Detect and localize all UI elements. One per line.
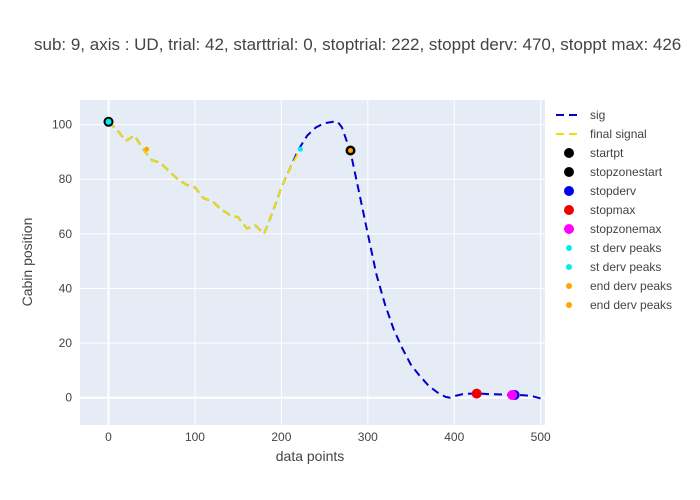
y-tick-label: 0 — [65, 391, 72, 405]
legend-swatch-marker — [564, 205, 574, 215]
y-tick-label: 100 — [52, 118, 72, 132]
legend-item[interactable]: end derv peaks — [566, 279, 672, 293]
series-line-final-signal — [107, 121, 302, 236]
legend-item[interactable]: stopzonemax — [564, 222, 661, 236]
legend-label: end derv peaks — [590, 298, 672, 312]
legend-item[interactable]: stopmax — [564, 203, 635, 217]
legend-item[interactable]: end derv peaks — [566, 298, 672, 312]
marker-stopmax — [471, 388, 482, 399]
y-tick-label: 20 — [59, 336, 73, 350]
axis-ticks: 0 100 200 300 400 500 0 20 40 60 80 100 — [52, 118, 551, 444]
grid — [80, 100, 545, 425]
legend-item[interactable]: st derv peaks — [566, 241, 661, 255]
legend-label: st derv peaks — [590, 241, 661, 255]
legend-swatch-marker — [564, 224, 574, 234]
legend-label: stopderv — [590, 184, 636, 198]
marker-stopzonemax — [507, 390, 518, 400]
y-tick-label: 80 — [59, 172, 73, 186]
y-tick-label: 40 — [59, 281, 73, 295]
x-tick-label: 500 — [531, 430, 551, 444]
legend-label: stopmax — [590, 203, 635, 217]
plot-area — [80, 100, 545, 425]
marker-st-derv-peaks — [105, 118, 112, 125]
legend-item[interactable]: sig — [556, 108, 605, 122]
legend-item[interactable]: stopzonestart — [564, 165, 663, 179]
legend-swatch-marker — [564, 186, 574, 196]
legend-label: end derv peaks — [590, 279, 672, 293]
legend-label: st derv peaks — [590, 260, 661, 274]
legend-swatch-marker — [564, 167, 574, 177]
x-tick-label: 300 — [358, 430, 378, 444]
y-tick-label: 60 — [59, 227, 73, 241]
legend-item[interactable]: st derv peaks — [566, 260, 661, 274]
legend-label: sig — [590, 108, 605, 122]
marker-end-derv-peaks — [348, 148, 353, 153]
legend-swatch-marker — [566, 264, 572, 270]
legend[interactable]: sig final signal startpt stopzonestart stopd… — [556, 108, 672, 312]
legend-swatch-marker — [564, 148, 574, 158]
x-tick-label: 400 — [444, 430, 464, 444]
y-axis-title: Cabin position — [19, 218, 35, 307]
chart-title: sub: 9, axis : UD, trial: 42, starttrial… — [34, 35, 681, 54]
plot-content — [103, 116, 541, 400]
legend-label: stopzonemax — [590, 222, 661, 236]
x-tick-label: 100 — [185, 430, 205, 444]
legend-item[interactable]: stopderv — [564, 184, 636, 198]
legend-label: final signal — [590, 127, 647, 141]
legend-swatch-marker — [566, 245, 572, 251]
marker-st-derv-peaks — [297, 146, 303, 152]
legend-item[interactable]: final signal — [556, 127, 647, 141]
x-tick-label: 200 — [271, 430, 291, 444]
legend-swatch-marker — [566, 302, 572, 308]
x-tick-label: 0 — [105, 430, 112, 444]
x-axis-title: data points — [276, 448, 345, 464]
legend-label: startpt — [590, 146, 624, 160]
marker-end-derv-peaks — [144, 146, 150, 152]
legend-swatch-marker — [566, 283, 572, 289]
legend-label: stopzonestart — [590, 165, 663, 179]
legend-item[interactable]: startpt — [564, 146, 624, 160]
